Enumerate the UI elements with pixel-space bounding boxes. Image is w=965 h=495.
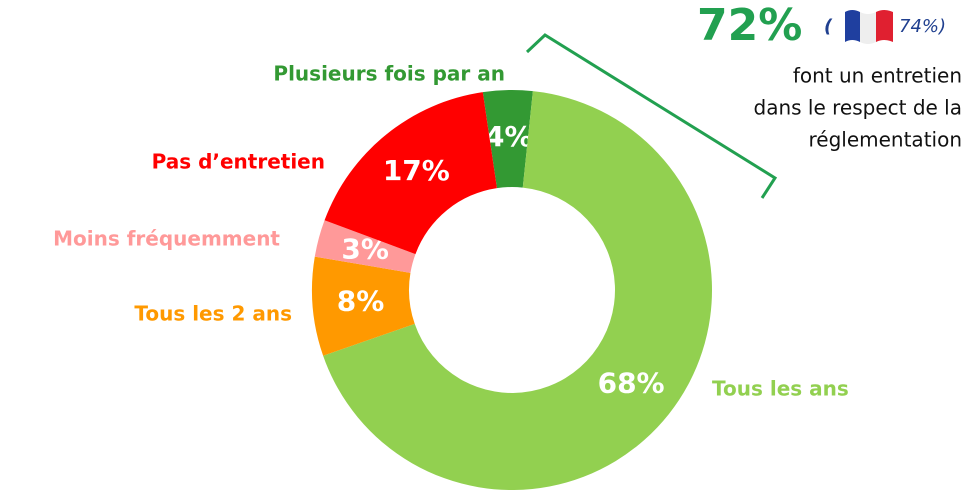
donut-segment (482, 89, 533, 189)
highlight: 72% (697, 0, 802, 51)
note-line: font un entretien (793, 64, 962, 88)
comparison: 74%) (899, 16, 946, 37)
bracket (525, 33, 778, 199)
donut-segment (314, 220, 416, 273)
donut-segment (323, 91, 713, 491)
category-label: Plusieurs fois par an (273, 62, 505, 86)
value-label: 68% (598, 366, 665, 399)
value-label: 17% (383, 154, 450, 187)
note-line: réglementation (808, 128, 962, 152)
note-line: dans le respect de la (754, 96, 963, 120)
category-label: Tous les 2 ans (134, 302, 292, 326)
flag-icon (845, 10, 893, 44)
donut-segment (312, 256, 415, 356)
category-label: Pas d’entretien (152, 150, 325, 174)
value-label: 4% (485, 120, 533, 153)
category-label: Tous les ans (712, 377, 849, 401)
donut-segment (324, 92, 497, 255)
category-label: Moins fréquemment (53, 227, 280, 251)
value-label: 8% (337, 285, 385, 318)
comparison-open: ( (824, 16, 833, 37)
